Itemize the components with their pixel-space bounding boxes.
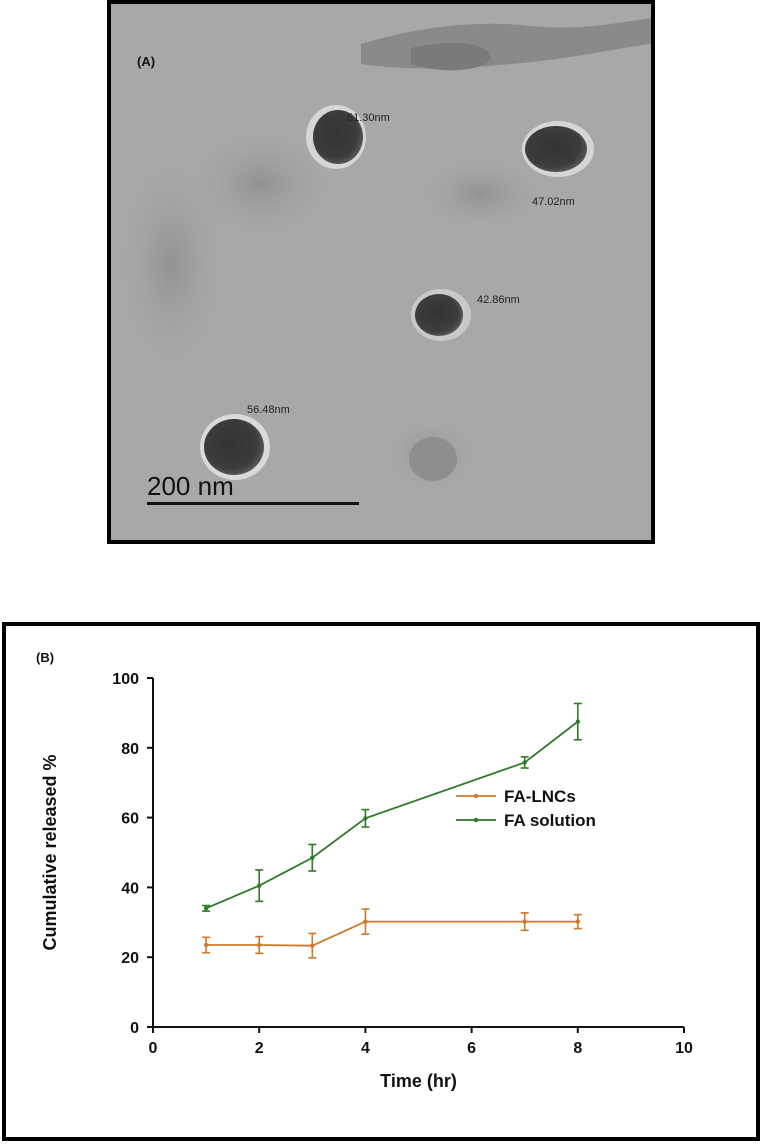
y-axis-label: Cumulative released % (40, 754, 60, 950)
series-line (205, 720, 579, 910)
data-point (363, 816, 368, 821)
legend-label: FA solution (504, 811, 596, 830)
particle (313, 110, 363, 164)
particle (204, 419, 264, 475)
tem-micrograph (111, 4, 651, 540)
data-point (522, 760, 527, 765)
particle (415, 294, 463, 336)
y-tick-label: 20 (121, 950, 139, 967)
background-shading (111, 144, 231, 384)
y-tick-label: 0 (130, 1020, 139, 1037)
x-tick-label: 10 (675, 1040, 693, 1057)
particle (525, 126, 587, 172)
x-tick-label: 6 (467, 1040, 476, 1057)
data-point (257, 942, 262, 948)
x-tick-label: 2 (255, 1040, 264, 1057)
particle-size-label: 51.30nm (347, 112, 390, 124)
legend-swatch-marker (473, 793, 479, 799)
data-point (257, 883, 262, 888)
tem-image-panel: (A) 51.30nm 47.02nm 42.86nm 56.48nm 200 … (107, 0, 655, 544)
data-point (310, 855, 315, 860)
particle-size-label: 56.48nm (247, 404, 290, 416)
chart-legend: FA-LNCs FA solution (456, 787, 596, 830)
data-point (203, 906, 209, 911)
legend-swatch-marker (473, 817, 479, 823)
background-shading (411, 154, 551, 234)
release-chart-panel: (B) 0 2 4 6 8 10 0 20 40 60 80 100 FA-LNCs FA soluti… (2, 622, 760, 1141)
x-tick-label: 8 (573, 1040, 582, 1057)
x-axis-label: Time (hr) (380, 1071, 457, 1091)
y-tick-label: 60 (121, 811, 139, 828)
scale-bar-label: 200 nm (147, 471, 234, 501)
faint-particle (409, 437, 457, 481)
legend-label: FA-LNCs (504, 787, 576, 806)
particle-size-label: 42.86nm (477, 294, 520, 306)
data-point (575, 919, 580, 924)
series-line (206, 920, 578, 947)
chart-series (202, 702, 582, 959)
data-point (363, 919, 368, 924)
y-tick-label: 80 (121, 741, 139, 758)
film-fold-dark (411, 43, 491, 71)
x-tick-label: 4 (361, 1040, 370, 1057)
data-point (203, 942, 209, 948)
panel-a-label: (A) (137, 54, 156, 69)
y-tick-label: 100 (112, 671, 139, 688)
x-tick-label: 0 (149, 1040, 158, 1057)
data-point (310, 943, 315, 948)
panel-b-label: (B) (36, 650, 54, 665)
y-tick-label: 40 (121, 880, 139, 897)
particle-size-label: 47.02nm (532, 196, 575, 208)
data-point (522, 919, 527, 924)
scale-bar (147, 502, 359, 505)
data-point (575, 719, 580, 724)
